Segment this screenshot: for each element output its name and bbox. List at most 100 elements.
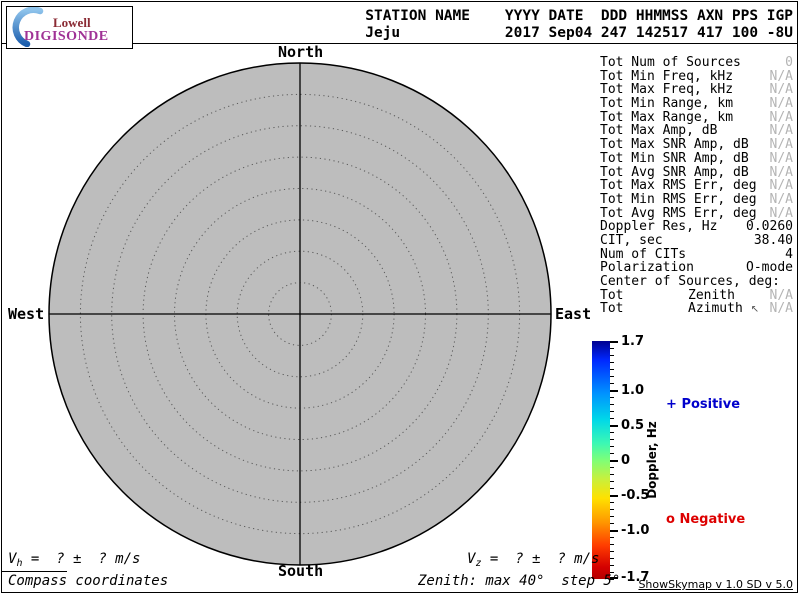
colorbar-major-tick: [610, 341, 618, 343]
stats-label: Tot Max RMS Err, deg: [600, 178, 757, 194]
stats-value: 0.0260: [746, 219, 793, 235]
colorbar-gradient: [592, 341, 610, 579]
colorbar-major-tick: [610, 577, 618, 579]
stats-label: Tot Min Range, km: [600, 96, 734, 112]
stats-label: Tot Min RMS Err, deg: [600, 191, 757, 207]
stats-value: N/A: [769, 123, 793, 139]
colorbar-tick-label: -1.0: [621, 523, 650, 538]
stats-row: Tot Avg SNR Amp, dB N/A: [600, 164, 793, 180]
stats-row: Tot Min SNR Amp, dB N/A: [600, 152, 793, 166]
stats-label: Tot Max SNR Amp, dB: [600, 137, 749, 153]
plus-marker-icon: +: [666, 397, 677, 412]
version-text: ShowSkymap v 1.0 SD v 5.0: [638, 578, 793, 591]
legend-positive: + Positive: [666, 397, 740, 412]
colorbar-tick-label: 1.0: [621, 383, 645, 398]
stats-label: Tot Avg SNR Amp, dB: [600, 164, 749, 180]
colorbar-axis-title: Doppler, Hz: [645, 421, 659, 499]
stats-label: Tot Max Amp, dB: [600, 123, 718, 139]
stats-value: O-mode: [746, 260, 793, 276]
stats-value: 38.40: [753, 232, 793, 248]
stats-value: N/A: [769, 96, 793, 112]
stats-row: Tot Num of Sources 0: [600, 56, 793, 70]
center-row-azimuth: Tot Azimuth ↖ N/A: [600, 302, 793, 316]
colorbar-tick-label: 0: [621, 453, 631, 468]
coordinates-note: Compass coordinates: [8, 573, 169, 589]
stats-label: Tot Min Freq, kHz: [600, 68, 734, 84]
stats-row: Tot Max RMS Err, deg N/A: [600, 179, 793, 193]
stats-panel: Tot Num of Sources 0 Tot Min Freq, kHz N/A…: [600, 56, 793, 316]
legend-negative: o Negative: [666, 512, 745, 527]
stats-row: Tot Max Freq, kHz N/A: [600, 83, 793, 97]
stats-value: N/A: [769, 109, 793, 125]
stats-value: N/A: [769, 82, 793, 98]
stats-value: N/A: [769, 150, 793, 166]
stats-label: Tot: [600, 287, 624, 303]
legend-positive-label: Positive: [681, 397, 741, 412]
stats-label: Tot Min SNR Amp, dB: [600, 150, 749, 166]
logo-brand-top: Lowell: [53, 15, 91, 30]
header-separator: [2, 43, 797, 44]
stats-value: N/A: [769, 287, 793, 303]
logo-brand-bottom: DIGISONDE: [24, 29, 109, 44]
colorbar-tick-label: 1.7: [621, 334, 645, 349]
header-columns-line: STATION NAME YYYY DATE DDD HHMMSS AXN PP…: [365, 8, 793, 24]
stats-value: N/A: [769, 68, 793, 84]
vz-value: Vz = ? ± ? m/s: [467, 551, 600, 569]
compass-label-east: East: [555, 305, 592, 323]
stats-value: N/A: [769, 301, 793, 317]
colorbar-major-tick: [610, 459, 618, 462]
digisonde-crescent-icon: [12, 6, 44, 48]
colorbar-major-tick: [610, 494, 618, 497]
stats-row: Tot Avg RMS Err, deg N/A: [600, 205, 793, 221]
stats-value: N/A: [769, 137, 793, 153]
stats-row: Doppler Res, Hz 0.0260: [600, 220, 793, 234]
stats-value: 0: [785, 55, 793, 70]
stats-value: 4: [785, 246, 793, 262]
stats-value: N/A: [769, 191, 793, 207]
stats-row: Tot Max Amp, dB N/A: [600, 124, 793, 138]
colorbar-major-tick: [610, 389, 618, 392]
colorbar-tick-label: 0.5: [621, 418, 645, 433]
colorbar-major-tick: [610, 529, 618, 532]
stats-row: Tot Min RMS Err, deg N/A: [600, 193, 793, 207]
stats-row: CIT, sec 38.40: [600, 234, 793, 248]
header-values-line: Jeju 2017 Sep04 247 142517 417 100 -8U: [365, 25, 793, 41]
stats-label: Polarization: [600, 260, 694, 276]
stats-row: Tot Min Range, km N/A: [600, 97, 793, 111]
vh-value: Vh = ? ± ? m/s: [8, 551, 141, 569]
stats-label: Tot Avg RMS Err, deg: [600, 205, 757, 221]
stats-mid-label: Zenith: [688, 287, 735, 303]
stats-mid-label: Azimuth ↖: [688, 301, 760, 317]
colorbar-tick-label: -1.7: [621, 570, 650, 585]
compass-label-north: North: [278, 43, 324, 61]
stats-row: Tot Max Range, km N/A: [600, 111, 793, 125]
stats-label: Tot Num of Sources: [600, 55, 741, 70]
stats-label: Doppler Res, Hz: [600, 219, 718, 235]
stats-value: N/A: [769, 164, 793, 180]
zenith-note: Zenith: max 40° step 5°: [418, 573, 621, 589]
stats-label: Tot Max Range, km: [600, 109, 734, 125]
legend-negative-label: Negative: [679, 512, 746, 527]
cursor-arrow-icon: ↖: [750, 304, 760, 316]
stats-label: Num of CITs: [600, 246, 687, 262]
colorbar-major-tick: [610, 424, 618, 427]
stats-value: N/A: [769, 205, 793, 221]
colorbar-tick-label: -0.5: [621, 488, 650, 503]
stats-label: Tot: [600, 301, 624, 317]
stats-row: Tot Max SNR Amp, dB N/A: [600, 138, 793, 152]
stats-value: N/A: [769, 178, 793, 194]
compass-label-south: South: [278, 562, 324, 580]
center-of-sources-header: Center of Sources, deg:: [600, 274, 781, 289]
bottom-left-divider: [2, 571, 67, 572]
compass-label-west: West: [8, 305, 45, 323]
stats-row: Num of CITs 4: [600, 246, 793, 262]
stats-row: Polarization O-mode: [600, 261, 793, 275]
logo-box: Lowell DIGISONDE: [6, 6, 133, 49]
center-row-zenith: Tot Zenith N/A: [600, 287, 793, 303]
stats-row: Tot Min Freq, kHz N/A: [600, 68, 793, 84]
circle-marker-icon: o: [666, 512, 675, 527]
stats-label: CIT, sec: [600, 232, 663, 248]
